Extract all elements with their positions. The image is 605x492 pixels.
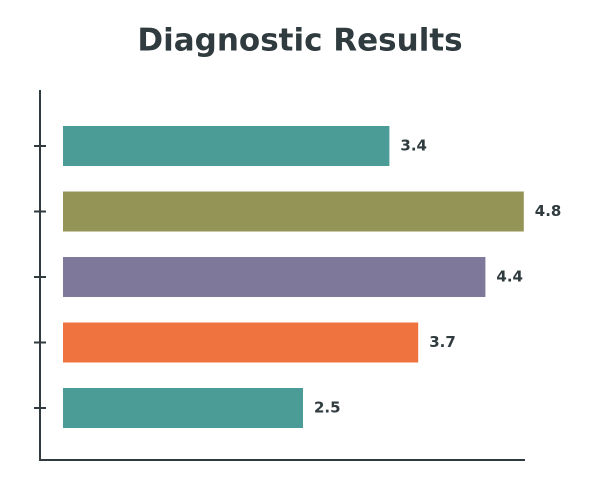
bar [63, 191, 524, 232]
bar [63, 257, 486, 297]
value-label: 4.4 [496, 268, 523, 286]
chart-title: Diagnostic Results [137, 23, 462, 59]
bar [63, 388, 303, 428]
bar [63, 322, 419, 363]
bar [63, 126, 390, 166]
value-label: 3.4 [400, 137, 427, 155]
value-label: 3.7 [429, 333, 456, 351]
value-label: 4.8 [535, 202, 562, 220]
value-label: 2.5 [314, 399, 341, 417]
